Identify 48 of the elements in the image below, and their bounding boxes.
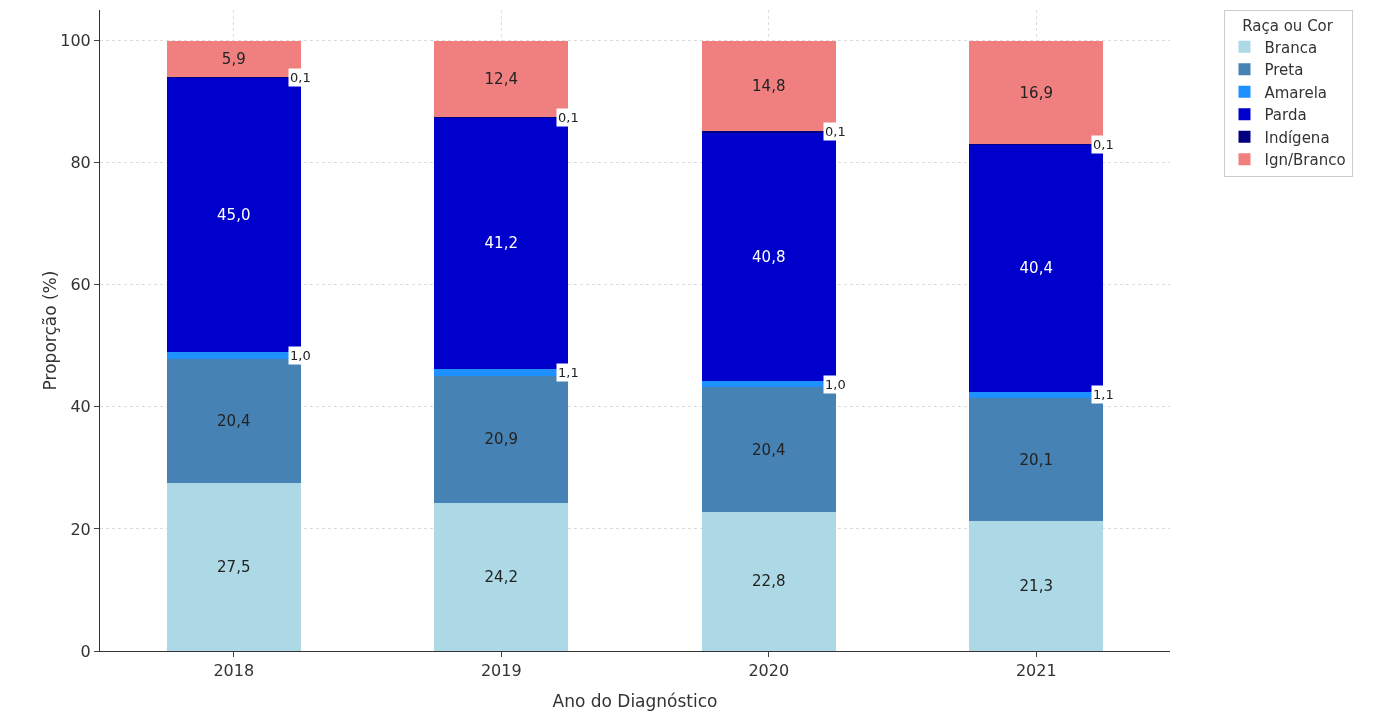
data-label: 41,2 [484,234,518,253]
legend-label: Ign/Branco [1264,151,1346,170]
legend-label: Branca [1264,38,1318,57]
data-label: 24,2 [484,568,518,587]
x-tick-label: 2018 [213,661,255,681]
bar [969,398,1104,521]
legend-label: Amarela [1264,83,1327,102]
legend-label: Indígena [1264,128,1330,147]
data-label: 0,1 [290,70,311,85]
data-label: 27,5 [217,558,251,577]
y-axis-title: Proporção (%) [40,270,60,391]
data-label: 14,8 [752,77,786,96]
y-tick-label: 60 [70,275,91,295]
data-label: 0,1 [558,110,579,125]
bar [969,520,1104,651]
data-label: 0,1 [1093,137,1114,152]
data-label: 12,4 [484,69,518,88]
data-label: 40,4 [1019,259,1053,278]
bar [701,511,836,651]
data-label: 1,0 [825,377,846,392]
legend-title: Raça ou Cor [1242,16,1334,35]
legend-label: Parda [1264,106,1307,125]
y-tick-label: 0 [80,641,91,661]
x-axis-title: Ano do Diagnóstico [552,691,718,711]
y-tick-label: 40 [70,397,91,417]
data-label: 1,1 [558,365,579,380]
data-label: 20,4 [217,411,251,430]
data-label: 22,8 [752,572,786,591]
legend-label: Preta [1264,61,1304,80]
x-tick-label: 2019 [480,661,522,681]
y-tick-label: 20 [70,519,91,539]
bar [434,503,569,651]
x-tick-label: 2020 [748,661,790,681]
y-tick-label: 100 [60,31,91,51]
x-tick-label: 2021 [1015,661,1057,681]
data-label: 1,1 [1093,387,1114,402]
data-label: 0,1 [825,124,846,139]
data-label: 20,9 [484,430,518,449]
data-label: 45,0 [217,206,251,225]
data-label: 5,9 [221,50,246,69]
bar [166,483,301,651]
data-label: 21,3 [1019,576,1053,595]
data-label: 16,9 [1019,83,1053,102]
data-label: 20,4 [752,440,786,459]
y-tick-label: 80 [70,153,91,173]
data-label: 40,8 [752,247,786,266]
data-label: 1,0 [290,348,311,363]
data-label: 20,1 [1019,450,1053,469]
